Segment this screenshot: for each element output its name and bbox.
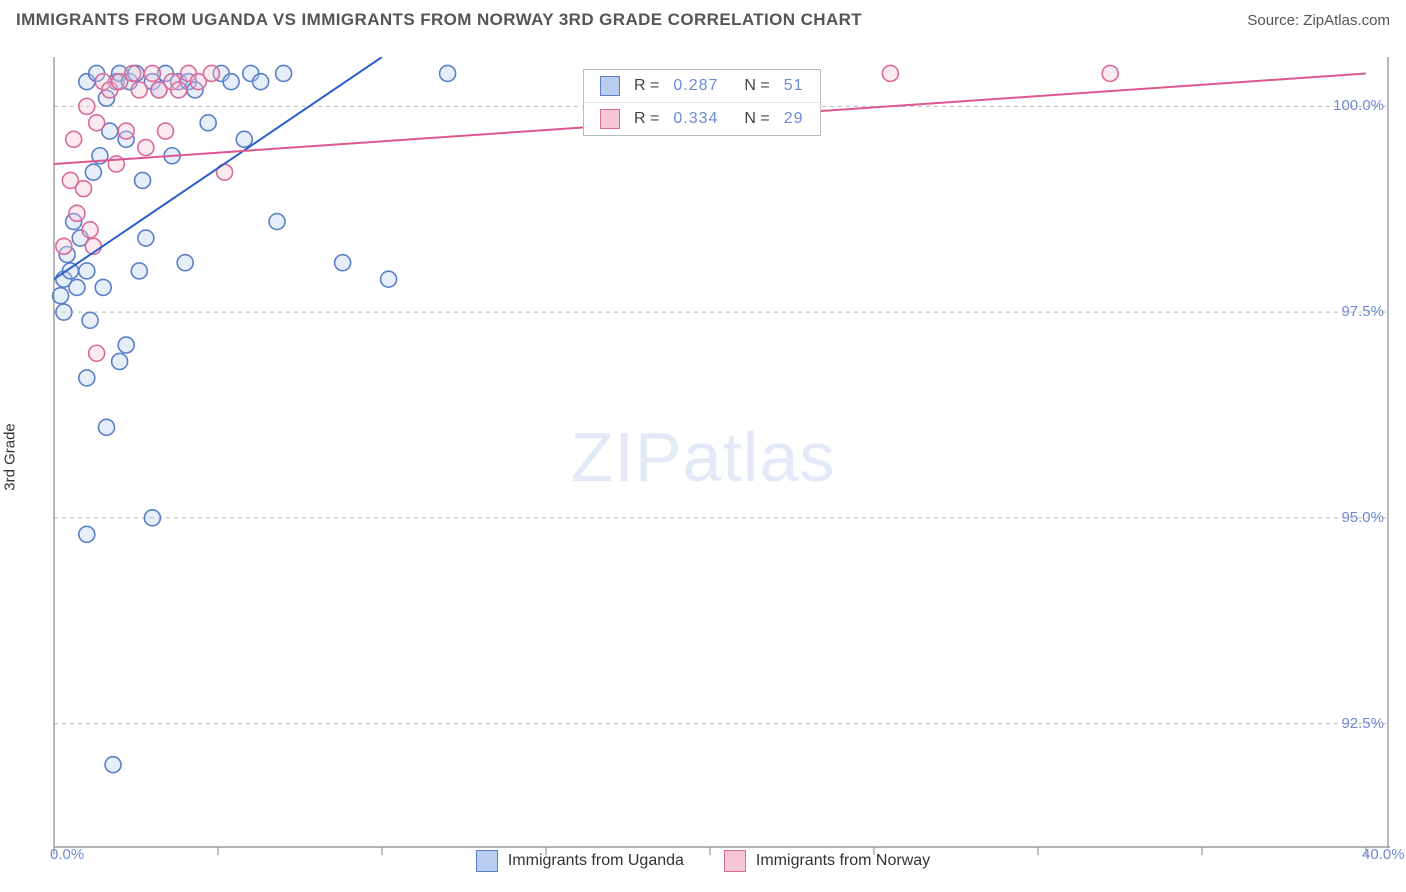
y-axis-label: 3rd Grade bbox=[2, 423, 19, 491]
title-bar: IMMIGRANTS FROM UGANDA VS IMMIGRANTS FRO… bbox=[0, 0, 1406, 36]
legend-swatch bbox=[724, 850, 746, 872]
data-point bbox=[203, 65, 219, 81]
data-point bbox=[131, 263, 147, 279]
chart-area: 3rd Grade ZIPatlas R =0.287N =51R =0.334… bbox=[16, 42, 1390, 872]
data-point bbox=[85, 164, 101, 180]
data-point bbox=[118, 123, 134, 139]
data-point bbox=[79, 370, 95, 386]
data-point bbox=[223, 74, 239, 90]
data-point bbox=[69, 205, 85, 221]
chart-title: IMMIGRANTS FROM UGANDA VS IMMIGRANTS FRO… bbox=[16, 10, 862, 30]
data-point bbox=[82, 222, 98, 238]
data-point bbox=[79, 526, 95, 542]
stat-r-label: R = bbox=[634, 110, 659, 128]
data-point bbox=[882, 65, 898, 81]
data-point bbox=[79, 98, 95, 114]
data-point bbox=[98, 419, 114, 435]
data-point bbox=[82, 312, 98, 328]
stats-row: R = 0.334 N = 29 bbox=[584, 102, 820, 135]
source-label: Source: ZipAtlas.com bbox=[1247, 12, 1390, 29]
data-point bbox=[144, 65, 160, 81]
data-point bbox=[56, 238, 72, 254]
data-point bbox=[269, 214, 285, 230]
source-link[interactable]: ZipAtlas.com bbox=[1303, 12, 1390, 29]
data-point bbox=[53, 288, 69, 304]
data-point bbox=[89, 115, 105, 131]
data-point bbox=[171, 82, 187, 98]
data-point bbox=[118, 337, 134, 353]
data-point bbox=[125, 65, 141, 81]
legend-swatch bbox=[476, 850, 498, 872]
source-prefix: Source: bbox=[1247, 12, 1303, 29]
data-point bbox=[89, 345, 105, 361]
y-tick-label: 95.0% bbox=[1341, 509, 1384, 526]
stats-row: R = 0.287 N = 51 bbox=[584, 70, 820, 102]
data-point bbox=[138, 230, 154, 246]
legend-label: Immigrants from Norway bbox=[756, 852, 930, 870]
stat-r-value: 0.334 bbox=[673, 110, 718, 128]
data-point bbox=[105, 757, 121, 773]
y-tick-label: 92.5% bbox=[1341, 715, 1384, 732]
data-point bbox=[381, 271, 397, 287]
stat-r-value: 0.287 bbox=[673, 77, 718, 95]
data-point bbox=[138, 140, 154, 156]
stat-n-label: N = bbox=[744, 110, 769, 128]
y-tick-label: 97.5% bbox=[1341, 303, 1384, 320]
y-tick-label: 100.0% bbox=[1333, 97, 1384, 114]
bottom-legend: Immigrants from Uganda Immigrants from No… bbox=[16, 850, 1390, 872]
legend-swatch bbox=[600, 109, 620, 129]
stat-n-value: 29 bbox=[784, 110, 804, 128]
legend-label: Immigrants from Uganda bbox=[508, 852, 684, 870]
data-point bbox=[66, 131, 82, 147]
data-point bbox=[276, 65, 292, 81]
data-point bbox=[177, 255, 193, 271]
data-point bbox=[144, 510, 160, 526]
data-point bbox=[1102, 65, 1118, 81]
data-point bbox=[158, 123, 174, 139]
stats-legend-box: R = 0.287 N = 51 R = 0.334 N = 29 bbox=[583, 69, 821, 136]
data-point bbox=[95, 279, 111, 295]
data-point bbox=[335, 255, 351, 271]
legend-item: Immigrants from Norway bbox=[724, 850, 930, 872]
chart-svg bbox=[16, 42, 1390, 872]
legend-item: Immigrants from Uganda bbox=[476, 850, 684, 872]
data-point bbox=[135, 172, 151, 188]
data-point bbox=[112, 353, 128, 369]
stat-n-value: 51 bbox=[784, 77, 804, 95]
stat-n-label: N = bbox=[744, 77, 769, 95]
legend-swatch bbox=[600, 76, 620, 96]
data-point bbox=[69, 279, 85, 295]
data-point bbox=[56, 304, 72, 320]
data-point bbox=[440, 65, 456, 81]
data-point bbox=[236, 131, 252, 147]
data-point bbox=[76, 181, 92, 197]
data-point bbox=[79, 263, 95, 279]
data-point bbox=[253, 74, 269, 90]
stat-r-label: R = bbox=[634, 77, 659, 95]
data-point bbox=[131, 82, 147, 98]
data-point bbox=[200, 115, 216, 131]
